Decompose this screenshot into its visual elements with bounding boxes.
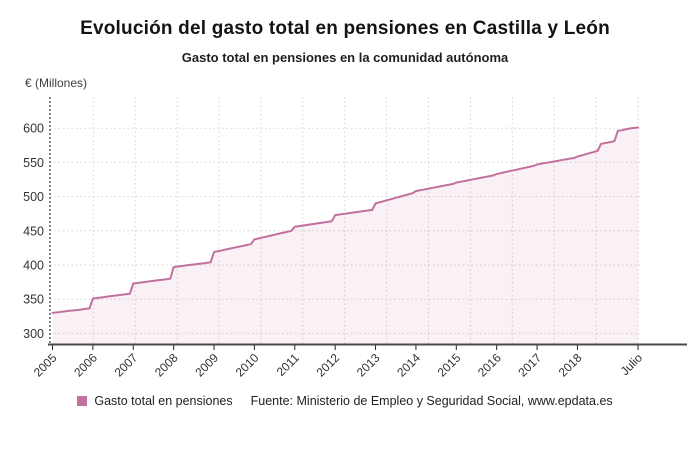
legend-label: Gasto total en pensiones — [94, 394, 233, 408]
chart-title: Evolución del gasto total en pensiones e… — [80, 18, 610, 39]
legend-color-swatch — [77, 396, 88, 406]
series-area — [52, 127, 638, 345]
x-tick-label-2007: 2007 — [112, 350, 141, 379]
chart-subtitle: Gasto total en pensiones en la comunidad… — [181, 50, 509, 65]
source-text: Fuente: Ministerio de Empleo y Seguridad… — [250, 394, 613, 408]
y-tick-label-350: 350 — [23, 293, 44, 307]
x-tick-label-2015: 2015 — [435, 350, 464, 379]
series-line — [51, 126, 639, 314]
x-tick-label-2011: 2011 — [274, 350, 302, 378]
x-tick-label-2013: 2013 — [354, 350, 383, 379]
x-tick-label-2017: 2017 — [515, 350, 544, 379]
x-tick-label-2008: 2008 — [152, 350, 181, 379]
x-tick-label-2010: 2010 — [233, 350, 262, 379]
x-tick-label-2018: 2018 — [556, 350, 585, 379]
legend-item-gasto-total: Gasto total en pensiones — [77, 394, 233, 408]
y-tick-label-400: 400 — [23, 259, 44, 273]
y-tick-label-600: 600 — [23, 122, 44, 136]
y-tick-label-300: 300 — [23, 327, 44, 341]
y-tick-label-500: 500 — [23, 190, 44, 204]
y-tick-label-450: 450 — [23, 224, 44, 238]
x-tick-label-2012: 2012 — [313, 350, 342, 379]
x-tick-label-2014: 2014 — [394, 350, 423, 379]
x-tick-label-2006: 2006 — [71, 350, 100, 379]
y-axis-unit-label: € (Millones) — [25, 76, 88, 90]
x-tick-label-Julio: Julio — [618, 350, 646, 378]
legend-and-source-row: Gasto total en pensiones Fuente: Ministe… — [0, 394, 690, 408]
y-tick-label-550: 550 — [23, 156, 44, 170]
x-tick-label-2009: 2009 — [192, 350, 221, 379]
x-tick-label-2005: 2005 — [31, 350, 60, 379]
x-tick-label-2016: 2016 — [475, 350, 504, 379]
